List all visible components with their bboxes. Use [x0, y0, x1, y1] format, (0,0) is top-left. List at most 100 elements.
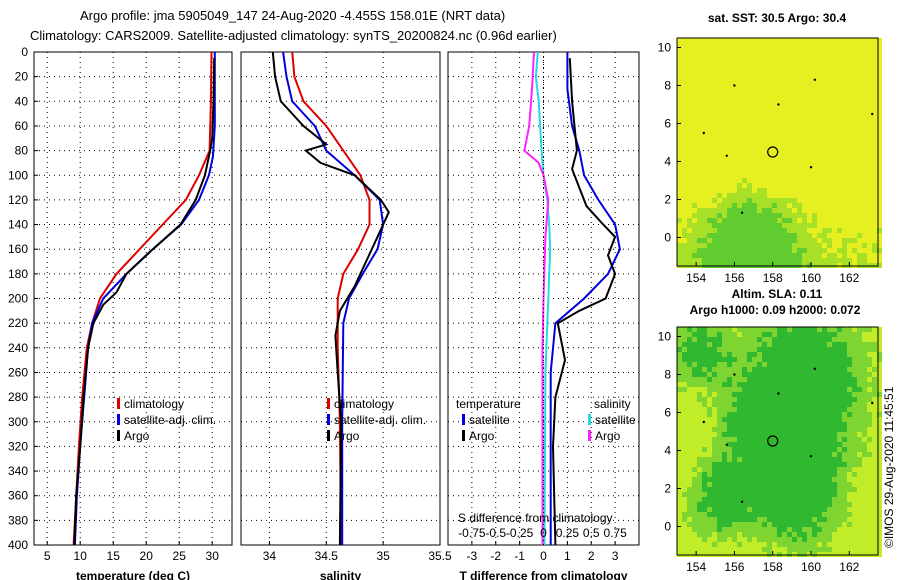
- sst_map-cell: [697, 58, 702, 63]
- sla_map-cell: [722, 507, 727, 512]
- sst_map-cell: [807, 198, 812, 203]
- sla_map-cell: [747, 362, 752, 367]
- sst_map-cell: [802, 208, 807, 213]
- sla_map-cell: [792, 452, 797, 457]
- sst_map-cell: [752, 128, 757, 133]
- sla_map-cell: [737, 497, 742, 502]
- sla_map-xtick-label: 156: [724, 560, 744, 574]
- sla_map-cell: [737, 432, 742, 437]
- sst_map-cell: [742, 98, 747, 103]
- sla_map-cell: [797, 527, 802, 532]
- sla_map-cell: [757, 457, 762, 462]
- sst_map-cell: [762, 58, 767, 63]
- sla_map-cell: [812, 427, 817, 432]
- sla_map-cell: [747, 377, 752, 382]
- sst_map-cell: [857, 128, 862, 133]
- sst_map-cell: [867, 58, 872, 63]
- sla_map-cell: [687, 467, 692, 472]
- sst_map-cell: [677, 248, 682, 253]
- sla_map-cell: [832, 362, 837, 367]
- sla_map-cell: [737, 422, 742, 427]
- sst_map-cell: [732, 223, 737, 228]
- sla_map-cell: [677, 337, 682, 342]
- sst_map-cell: [837, 248, 842, 253]
- sla_map-cell: [737, 412, 742, 417]
- sla_map-cell: [712, 332, 717, 337]
- sla_map-cell: [777, 452, 782, 457]
- sst_map-cell: [837, 198, 842, 203]
- sla_map-cell: [822, 427, 827, 432]
- sla_map-cell: [777, 357, 782, 362]
- sla_map-cell: [772, 542, 777, 547]
- sst_map-cell: [812, 198, 817, 203]
- sst_map-cell: [707, 153, 712, 158]
- sla_map-cell: [782, 492, 787, 497]
- sst_map-cell: [677, 38, 682, 43]
- sla_map-cell: [777, 482, 782, 487]
- sla_map-cell: [677, 417, 682, 422]
- sst_map-cell: [777, 203, 782, 208]
- sst_map-cell: [832, 38, 837, 43]
- sla_map-cell: [767, 457, 772, 462]
- sst_map-cell: [797, 163, 802, 168]
- sla_map-cell: [692, 412, 697, 417]
- sla_map-cell: [867, 327, 872, 332]
- sla_map-cell: [702, 377, 707, 382]
- sst_map-cell: [837, 148, 842, 153]
- sst_map-cell: [797, 68, 802, 73]
- sst_map-cell: [827, 73, 832, 78]
- sst_map-cell: [732, 248, 737, 253]
- sla_map-cell: [702, 417, 707, 422]
- sst_map-cell: [777, 258, 782, 263]
- sla_map-cell: [727, 502, 732, 507]
- sla_map-cell: [697, 392, 702, 397]
- sst_map-cell: [722, 233, 727, 238]
- sst_map-cell: [837, 168, 842, 173]
- sla_map-cell: [872, 507, 877, 512]
- sla_map-cell: [772, 497, 777, 502]
- sst_map-cell: [677, 68, 682, 73]
- sst_map-cell: [697, 228, 702, 233]
- sla_map-cell: [782, 502, 787, 507]
- sst_map-cell: [727, 253, 732, 258]
- sla_map-cell: [772, 337, 777, 342]
- sst_map-cell: [842, 48, 847, 53]
- sst_map-cell: [697, 48, 702, 53]
- sst_map-cell: [752, 243, 757, 248]
- sst_map-cell: [867, 83, 872, 88]
- sla_map-cell: [702, 422, 707, 427]
- sst_map-cell: [862, 238, 867, 243]
- sla_map-cell: [737, 542, 742, 547]
- sla_map-cell: [827, 427, 832, 432]
- sst_map-cell: [837, 88, 842, 93]
- sst_map-cell: [762, 133, 767, 138]
- sla_map-cell: [732, 497, 737, 502]
- sst_map-cell: [857, 188, 862, 193]
- sla_map-cell: [762, 367, 767, 372]
- sst_map-cell: [797, 233, 802, 238]
- sst_map-cell: [787, 83, 792, 88]
- sst_map-cell: [742, 218, 747, 223]
- sla_map-cell: [877, 487, 882, 492]
- sla_map-cell: [822, 392, 827, 397]
- sst_map-cell: [787, 58, 792, 63]
- sla_map-cell: [877, 392, 882, 397]
- sla_map-cell: [777, 477, 782, 482]
- sla_map-cell: [742, 427, 747, 432]
- sla_map-cell: [727, 497, 732, 502]
- sla_map-cell: [837, 437, 842, 442]
- sla_map-cell: [807, 337, 812, 342]
- sla_map-cell: [737, 352, 742, 357]
- sla_map-cell: [862, 377, 867, 382]
- sst_map-cell: [817, 143, 822, 148]
- sst_map-cell: [872, 233, 877, 238]
- sst_map-cell: [872, 78, 877, 83]
- sst_map-cell: [872, 188, 877, 193]
- sla_map-cell: [832, 357, 837, 362]
- sla_map-cell: [797, 477, 802, 482]
- sst_map-cell: [692, 158, 697, 163]
- sla_map-cell: [677, 507, 682, 512]
- sst_map-cell: [747, 183, 752, 188]
- sla_map-cell: [747, 442, 752, 447]
- sla_map-cell: [697, 337, 702, 342]
